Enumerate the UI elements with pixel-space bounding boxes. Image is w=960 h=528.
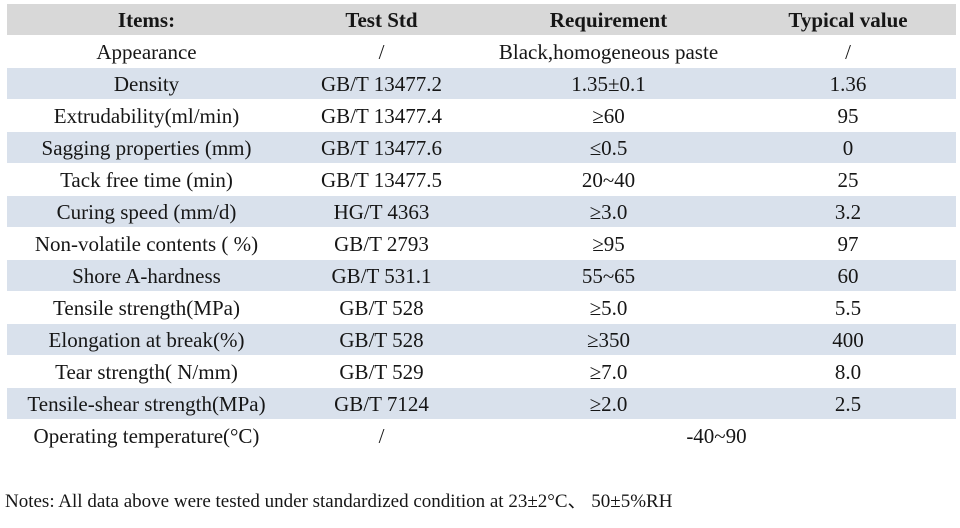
typical-value-cell: 60 <box>740 259 956 292</box>
test-std-cell: GB/T 13477.6 <box>286 131 477 164</box>
requirement-cell: -40~90 <box>477 419 956 452</box>
test-std-cell: GB/T 13477.2 <box>286 67 477 100</box>
requirement-cell: Black,homogeneous paste <box>477 35 740 68</box>
test-std-cell: GB/T 13477.5 <box>286 163 477 196</box>
typical-value-cell: 97 <box>740 227 956 260</box>
col-header-items: Items: <box>7 3 286 36</box>
table-row: Sagging properties (mm) GB/T 13477.6 ≤0.5 0 <box>7 131 956 164</box>
test-std-cell: GB/T 531.1 <box>286 259 477 292</box>
item-cell: Extrudability(ml/min) <box>7 99 286 132</box>
requirement-cell: ≤0.5 <box>477 131 740 164</box>
test-std-cell: GB/T 7124 <box>286 387 477 420</box>
typical-value-cell: 400 <box>740 323 956 356</box>
requirement-cell: ≥3.0 <box>477 195 740 228</box>
typical-value-cell: 3.2 <box>740 195 956 228</box>
requirement-cell: ≥2.0 <box>477 387 740 420</box>
col-header-test-std: Test Std <box>286 3 477 36</box>
item-cell: Curing speed (mm/d) <box>7 195 286 228</box>
table-row: Density GB/T 13477.2 1.35±0.1 1.36 <box>7 67 956 100</box>
test-std-cell: HG/T 4363 <box>286 195 477 228</box>
test-std-cell: / <box>286 419 477 452</box>
requirement-cell: ≥5.0 <box>477 291 740 324</box>
item-cell: Elongation at break(%) <box>7 323 286 356</box>
requirement-cell: ≥7.0 <box>477 355 740 388</box>
requirement-cell: ≥60 <box>477 99 740 132</box>
table-row: Tensile strength(MPa) GB/T 528 ≥5.0 5.5 <box>7 291 956 324</box>
item-cell: Operating temperature(°C) <box>7 419 286 452</box>
typical-value-cell: / <box>740 35 956 68</box>
notes-line: Notes: All data above were tested under … <box>5 491 673 512</box>
typical-value-cell: 25 <box>740 163 956 196</box>
typical-value-cell: 95 <box>740 99 956 132</box>
col-header-typical-value: Typical value <box>740 3 956 36</box>
item-cell: Non-volatile contents ( %) <box>7 227 286 260</box>
test-std-cell: GB/T 2793 <box>286 227 477 260</box>
item-cell: Tack free time (min) <box>7 163 286 196</box>
requirement-cell: 55~65 <box>477 259 740 292</box>
item-cell: Appearance <box>7 35 286 68</box>
table-row: Tack free time (min) GB/T 13477.5 20~40 25 <box>7 163 956 196</box>
item-cell: Tensile-shear strength(MPa) <box>7 387 286 420</box>
test-std-cell: GB/T 528 <box>286 323 477 356</box>
test-std-cell: GB/T 528 <box>286 291 477 324</box>
item-cell: Shore A-hardness <box>7 259 286 292</box>
requirement-cell: ≥350 <box>477 323 740 356</box>
header-row: Items: Test Std Requirement Typical value <box>7 3 956 36</box>
requirement-cell: ≥95 <box>477 227 740 260</box>
requirement-cell: 1.35±0.1 <box>477 67 740 100</box>
table-row: Non-volatile contents ( %) GB/T 2793 ≥95 97 <box>7 227 956 260</box>
properties-table: Items: Test Std Requirement Typical value A… <box>7 3 956 452</box>
test-std-cell: / <box>286 35 477 68</box>
table-body: Appearance / Black,homogeneous paste / Densi… <box>7 35 956 452</box>
table-row: Elongation at break(%) GB/T 528 ≥350 400 <box>7 323 956 356</box>
table-row: Operating temperature(°C) / -40~90 <box>7 419 956 452</box>
col-header-requirement: Requirement <box>477 3 740 36</box>
typical-value-cell: 1.36 <box>740 67 956 100</box>
typical-value-cell: 5.5 <box>740 291 956 324</box>
requirement-cell: 20~40 <box>477 163 740 196</box>
table-row: Tensile-shear strength(MPa) GB/T 7124 ≥2.0… <box>7 387 956 420</box>
item-cell: Tensile strength(MPa) <box>7 291 286 324</box>
item-cell: Density <box>7 67 286 100</box>
table-row: Curing speed (mm/d) HG/T 4363 ≥3.0 3.2 <box>7 195 956 228</box>
test-std-cell: GB/T 13477.4 <box>286 99 477 132</box>
table-row: Shore A-hardness GB/T 531.1 55~65 60 <box>7 259 956 292</box>
typical-value-cell: 8.0 <box>740 355 956 388</box>
table-row: Extrudability(ml/min) GB/T 13477.4 ≥60 95 <box>7 99 956 132</box>
test-std-cell: GB/T 529 <box>286 355 477 388</box>
item-cell: Tear strength( N/mm) <box>7 355 286 388</box>
item-cell: Sagging properties (mm) <box>7 131 286 164</box>
table-row: Tear strength( N/mm) GB/T 529 ≥7.0 8.0 <box>7 355 956 388</box>
table-row: Appearance / Black,homogeneous paste / <box>7 35 956 68</box>
typical-value-cell: 2.5 <box>740 387 956 420</box>
typical-value-cell: 0 <box>740 131 956 164</box>
